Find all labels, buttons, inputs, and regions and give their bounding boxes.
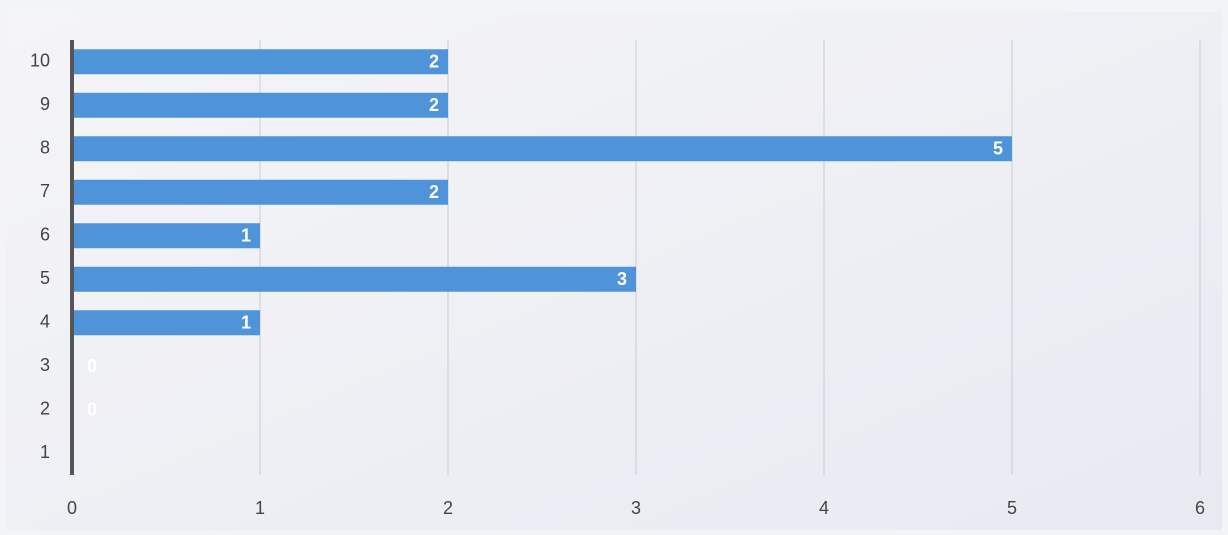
bar [72,266,636,292]
data-label: 2 [429,52,439,72]
data-label: 2 [429,182,439,202]
data-label: 5 [993,139,1003,159]
data-label: 2 [429,95,439,115]
x-tick-label: 4 [819,498,829,518]
bar [72,92,448,118]
bar [72,136,1012,162]
data-label: 3 [617,269,627,289]
data-label: 1 [241,313,251,333]
x-tick-label: 3 [631,498,641,518]
y-tick-label: 10 [30,51,50,71]
y-tick-label: 2 [40,399,50,419]
y-tick-label: 4 [40,312,50,332]
y-tick-label: 1 [40,442,50,462]
bar [72,223,260,249]
y-tick-label: 3 [40,355,50,375]
x-tick-label: 5 [1007,498,1017,518]
bar [72,179,448,205]
bar [72,49,448,75]
y-tick-label: 6 [40,225,50,245]
y-tick-label: 9 [40,94,50,114]
data-label: 0 [87,356,97,376]
x-tick-label: 1 [255,498,265,518]
y-tick-label: 8 [40,138,50,158]
y-tick-label: 5 [40,268,50,288]
bar [72,310,260,336]
data-label: 0 [87,400,97,420]
x-tick-label: 6 [1195,498,1205,518]
x-tick-label: 0 [67,498,77,518]
y-tick-label: 7 [40,181,50,201]
data-label: 1 [241,226,251,246]
x-tick-label: 2 [443,498,453,518]
